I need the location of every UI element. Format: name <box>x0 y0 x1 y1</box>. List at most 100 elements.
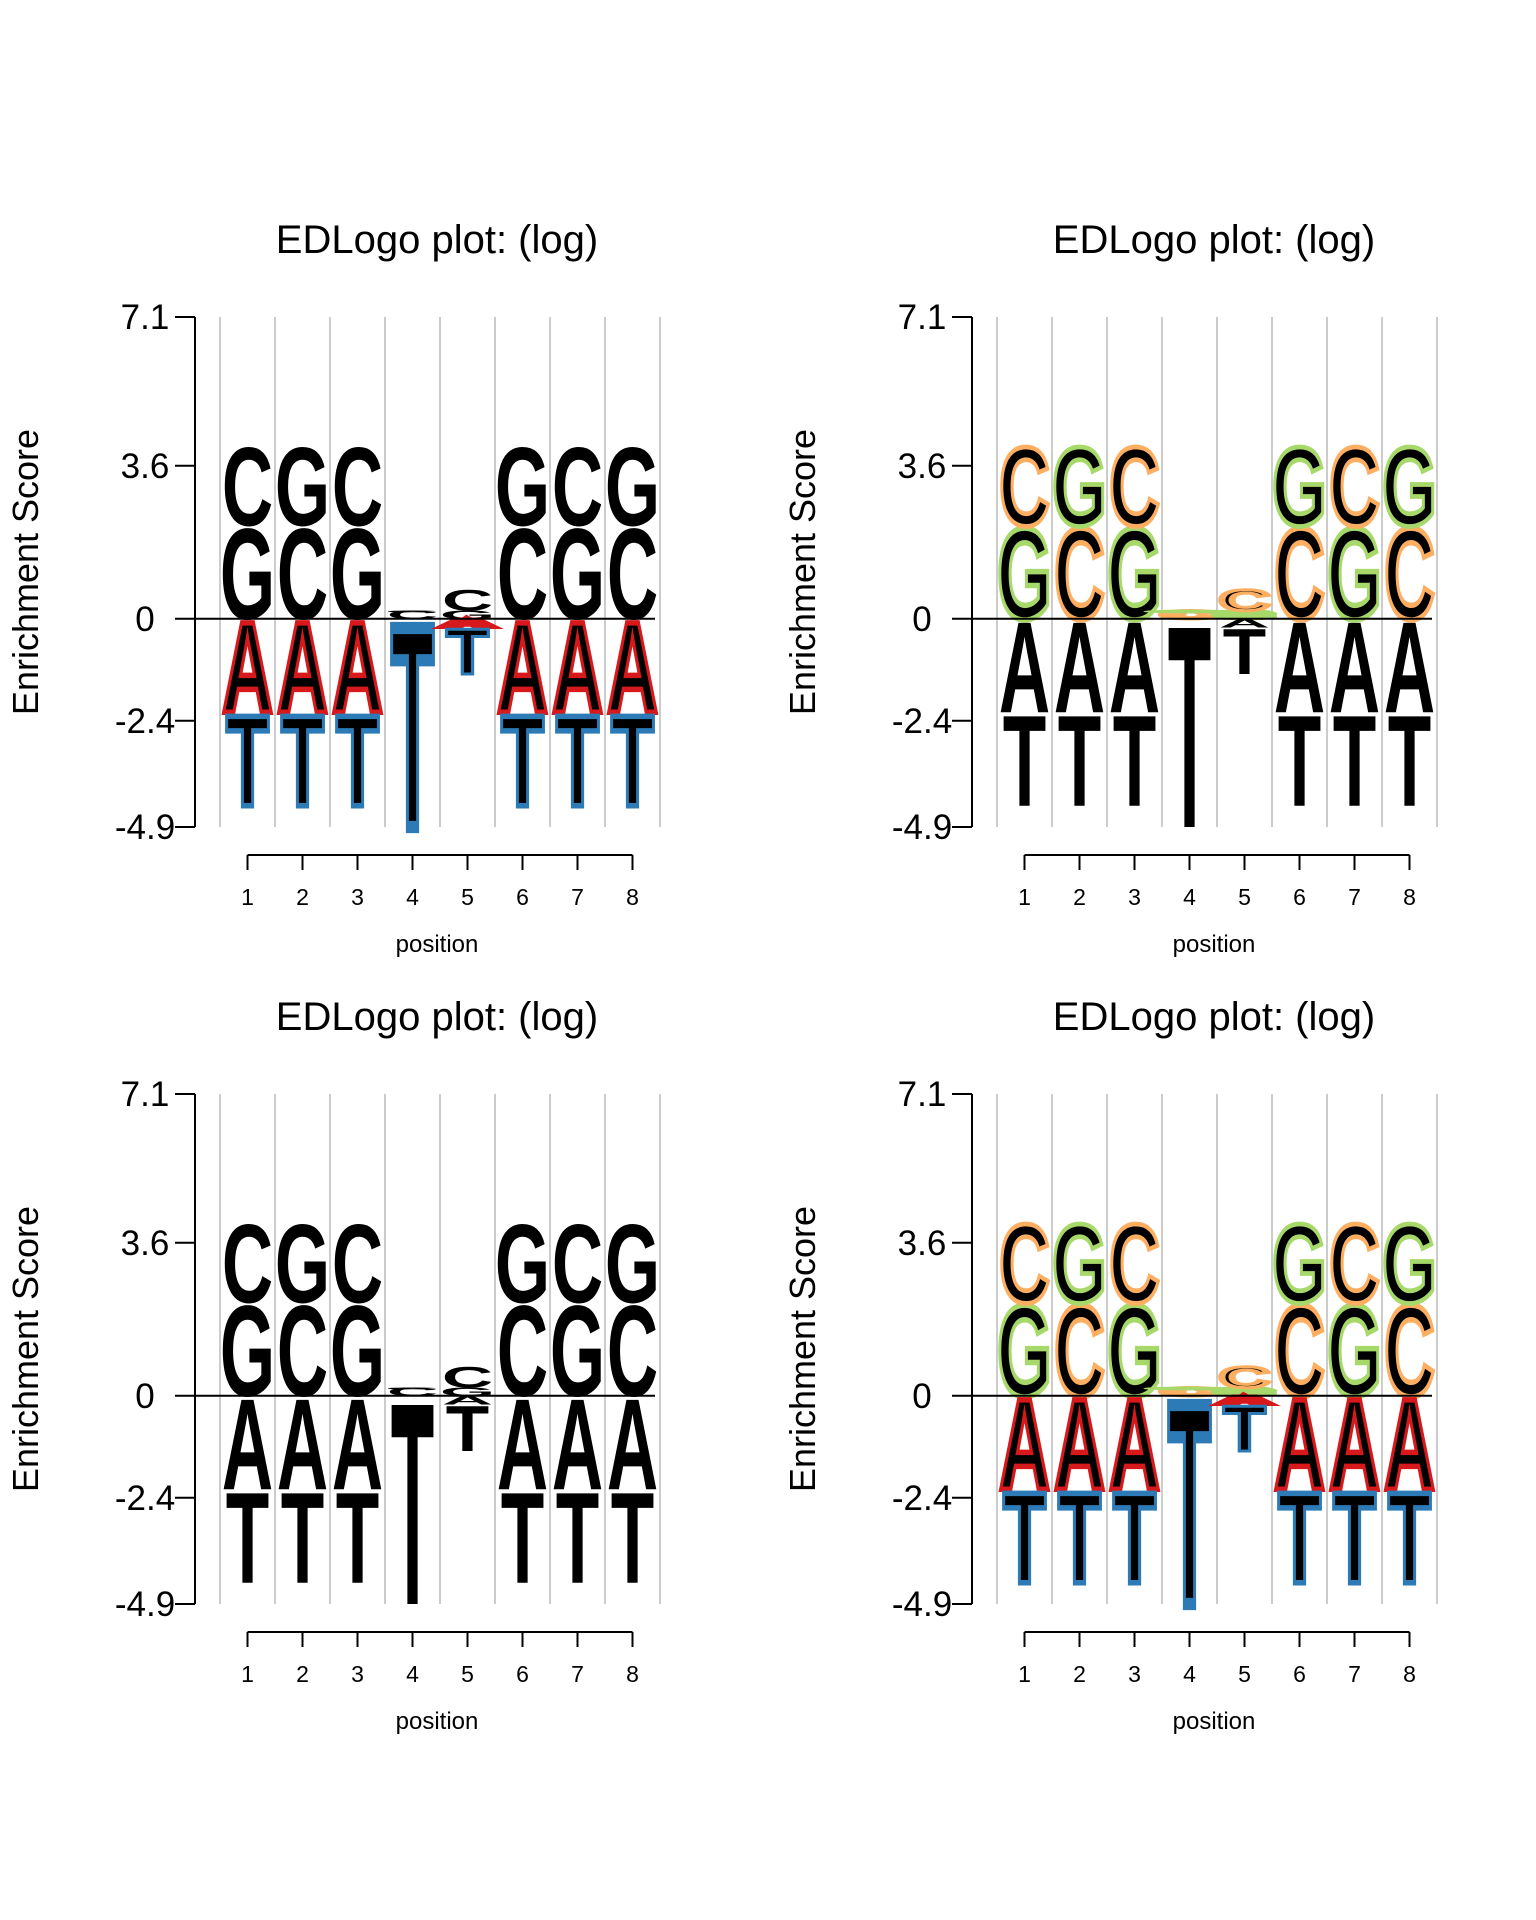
logo-letter-C: C <box>1384 502 1435 647</box>
logo-letter-A: A <box>1219 617 1270 630</box>
logo-letter-C: C <box>999 1201 1050 1326</box>
logo-panel-2: EDLogo plot: (log) Enrichment Score 7.1 3.6… <box>782 218 1439 958</box>
logo-letter-G: G <box>605 424 660 549</box>
logo-letter-G: G <box>1107 1279 1162 1424</box>
y-tick-label: -4.9 <box>892 1585 952 1624</box>
y-tick-label: -4.9 <box>115 808 175 847</box>
logo-letter-G: G <box>1052 424 1107 549</box>
logo-panel-3: EDLogo plot: (log) Enrichment Score 7.1 3.6… <box>5 995 661 1735</box>
x-tick-label: 5 <box>461 1661 474 1687</box>
chart-title: EDLogo plot: (log) <box>276 218 598 262</box>
y-tick-label: 7.1 <box>898 1075 947 1114</box>
logo-letter-A: A <box>277 1373 328 1518</box>
x-tick-label: 3 <box>351 1661 364 1687</box>
logo-letter-C: C <box>552 1201 603 1326</box>
y-tick-label: -2.4 <box>115 702 175 741</box>
logo-letter-G: G <box>385 1387 440 1390</box>
logo-letter-T: T <box>226 689 269 834</box>
logo-letter-C: C <box>1219 1361 1270 1394</box>
logo-letter-T: T <box>1003 689 1046 834</box>
y-axis-label: Enrichment Score <box>5 429 46 715</box>
y-axis-label: Enrichment Score <box>5 1206 46 1492</box>
logo-letter-C: C <box>497 1279 548 1424</box>
logo-letter-G: G <box>1107 502 1162 647</box>
y-tick-label: 7.1 <box>121 298 170 337</box>
logo-letter-C: C <box>1109 1201 1160 1326</box>
logo-letter-G: G <box>997 502 1052 647</box>
x-tick-label: 7 <box>1348 1661 1361 1687</box>
logo-letter-G: G <box>385 610 440 613</box>
logo-letter-G: G <box>1052 1201 1107 1326</box>
logo-letter-G: G <box>330 1279 385 1424</box>
logo-letter-A: A <box>1274 596 1325 741</box>
logo-letter-G: G <box>1162 1387 1217 1390</box>
y-tick-label: -2.4 <box>892 702 952 741</box>
logo-letter-T: T <box>1388 689 1431 834</box>
logo-letter-C: C <box>999 424 1050 549</box>
y-tick-label: 7.1 <box>898 298 947 337</box>
x-tick-label: 8 <box>626 1661 639 1687</box>
logo-letter-T: T <box>556 1466 599 1611</box>
logo-letter-T: T <box>1168 565 1211 889</box>
logo-letter-G: G <box>550 1279 605 1424</box>
x-tick-label: 7 <box>1348 884 1361 910</box>
logo-letter-C: C <box>1329 1201 1380 1326</box>
logo-letter-G: G <box>275 424 330 549</box>
x-tick-label: 3 <box>1128 884 1141 910</box>
y-tick-label: 7.1 <box>121 1075 170 1114</box>
logo-letter-G: G <box>1327 1279 1382 1424</box>
logo-letter-T: T <box>1113 689 1156 834</box>
logo-letter-G: G <box>1162 610 1217 613</box>
logo-letter-C: C <box>607 502 658 647</box>
x-tick-label: 6 <box>1293 1661 1306 1687</box>
logo-letter-T: T <box>446 1393 489 1466</box>
logo-letter-T: T <box>1223 1393 1266 1466</box>
logo-letter-T: T <box>1113 1466 1156 1611</box>
x-tick-label: 1 <box>241 1661 254 1687</box>
logo-letter-T: T <box>281 1466 324 1611</box>
logo-panel-1: EDLogo plot: (log) Enrichment Score 7.1 3.6… <box>5 218 661 958</box>
logo-panel-4: EDLogo plot: (log) Enrichment Score 7.1 3.6… <box>782 995 1439 1735</box>
logo-letter-A: A <box>1384 596 1435 741</box>
y-tick-label: 0 <box>912 1377 931 1416</box>
y-tick-label: 0 <box>135 600 154 639</box>
logo-letter-T: T <box>391 1342 434 1666</box>
x-tick-label: 7 <box>571 884 584 910</box>
logo-letter-A: A <box>1054 596 1105 741</box>
logo-letter-T: T <box>1278 1466 1321 1611</box>
y-tick-label: 3.6 <box>898 1224 947 1263</box>
logo-letter-C: C <box>1109 424 1160 549</box>
logo-letter-C: C <box>277 1279 328 1424</box>
logo-letter-C: C <box>332 424 383 549</box>
logo-letter-G: G <box>605 1201 660 1326</box>
logo-letter-C: C <box>1219 584 1270 617</box>
y-tick-label: -4.9 <box>892 808 952 847</box>
x-axis-label: position <box>1173 931 1256 958</box>
logo-letter-A: A <box>1109 596 1160 741</box>
logo-letter-G: G <box>1327 502 1382 647</box>
logo-letter-C: C <box>442 584 493 617</box>
logo-letter-G: G <box>220 502 275 647</box>
y-tick-label: -2.4 <box>115 1479 175 1518</box>
x-tick-label: 4 <box>1183 884 1196 910</box>
logo-letter-G: G <box>220 1279 275 1424</box>
x-tick-label: 4 <box>1183 1661 1196 1687</box>
logo-letter-C: C <box>607 1279 658 1424</box>
logo-letter-T: T <box>391 565 434 889</box>
logo-letter-G: G <box>275 1201 330 1326</box>
logo-letter-T: T <box>1003 1466 1046 1611</box>
logo-letter-G: G <box>495 1201 550 1326</box>
logo-letter-A: A <box>607 1373 658 1518</box>
x-tick-label: 8 <box>1403 1661 1416 1687</box>
logo-letter-T: T <box>1333 689 1376 834</box>
y-axis-label: Enrichment Score <box>782 429 823 715</box>
x-tick-label: 5 <box>1238 1661 1251 1687</box>
y-tick-label: 3.6 <box>898 447 947 486</box>
logo-letter-A: A <box>1329 1373 1380 1518</box>
logo-letter-T: T <box>1388 1466 1431 1611</box>
chart-title: EDLogo plot: (log) <box>1053 995 1375 1039</box>
chart-title: EDLogo plot: (log) <box>1053 218 1375 262</box>
logo-letter-T: T <box>556 689 599 834</box>
x-tick-label: 5 <box>461 884 474 910</box>
